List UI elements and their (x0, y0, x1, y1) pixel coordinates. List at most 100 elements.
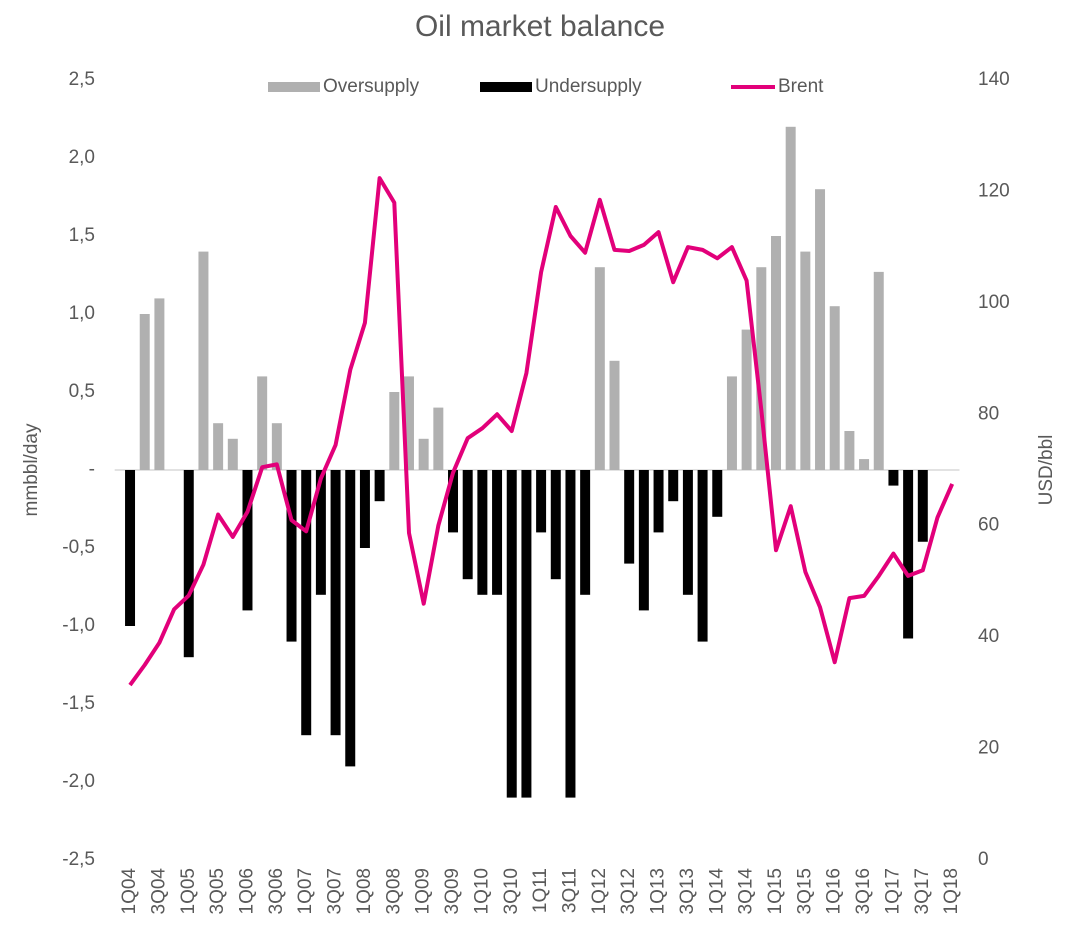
y-tick-label: 1,5 (69, 225, 95, 246)
x-tick-label: 1Q12 (589, 868, 610, 914)
y2-tick-label: 40 (978, 626, 999, 647)
bar (697, 470, 708, 642)
bar (741, 329, 752, 470)
bar (374, 470, 385, 502)
x-tick-label: 1Q17 (882, 868, 903, 914)
bar (873, 271, 884, 470)
bar (521, 470, 532, 798)
bar (301, 470, 312, 736)
bar (403, 376, 414, 470)
y2-axis-label: USD/bbl (1036, 435, 1057, 506)
bar (888, 470, 899, 486)
bar (785, 126, 796, 471)
legend-label: Oversupply (323, 76, 420, 97)
y2-tick-label: 0 (978, 849, 989, 870)
bar (183, 470, 194, 658)
bar (213, 423, 224, 470)
bar (506, 470, 517, 798)
y-tick-label: -2,0 (62, 771, 95, 792)
y2-tick-label: 20 (978, 738, 999, 759)
x-tick-label: 3Q05 (207, 868, 228, 914)
y-tick-label: -1,5 (62, 693, 95, 714)
bar (682, 470, 693, 595)
x-tick-label: 1Q11 (530, 868, 551, 913)
x-tick-label: 3Q15 (794, 868, 815, 914)
bar (859, 459, 870, 470)
bar (770, 236, 781, 470)
x-tick-label: 3Q12 (618, 868, 639, 914)
bar (125, 470, 136, 626)
x-tick-label: 1Q14 (706, 868, 727, 915)
bar (242, 470, 253, 611)
y-tick-label: 0,5 (69, 381, 95, 402)
bar (227, 438, 238, 470)
x-tick-label: 3Q07 (325, 868, 346, 914)
y2-tick-label: 60 (978, 515, 999, 536)
y2-tick-label: 100 (978, 292, 1010, 313)
chart-title: Oil market balance (415, 10, 665, 43)
bar (580, 470, 591, 595)
bar (917, 470, 928, 542)
bar (448, 470, 459, 533)
x-tick-label: 3Q17 (912, 868, 933, 914)
x-tick-label: 3Q04 (148, 868, 169, 915)
bar (271, 423, 282, 470)
line (128, 176, 955, 687)
x-tick-label: 1Q16 (824, 868, 845, 914)
bar (198, 251, 209, 470)
bar (433, 407, 444, 470)
bar (565, 470, 576, 798)
bar (315, 470, 326, 595)
y-tick-label: - (89, 459, 95, 480)
x-tick-label: 3Q16 (853, 868, 874, 914)
y-tick-label: -1,0 (62, 615, 95, 636)
y-tick-label: 2,0 (69, 147, 95, 168)
bar (389, 392, 400, 470)
bar (815, 189, 826, 470)
y-tick-label: 2,5 (69, 69, 95, 90)
x-tick-label: 3Q11 (559, 868, 580, 913)
legend-swatch (268, 82, 320, 92)
bar (139, 314, 150, 470)
bar (726, 376, 737, 470)
legend-label: Brent (778, 76, 824, 97)
bar (756, 267, 767, 470)
y-axis-label: mmbbl/day (21, 423, 42, 516)
bar (829, 306, 840, 470)
bar (624, 470, 635, 564)
x-tick-label: 3Q10 (501, 868, 522, 914)
y-tick-label: -0,5 (62, 537, 95, 558)
x-tick-label: 3Q14 (736, 868, 757, 915)
x-tick-label: 3Q09 (442, 868, 463, 914)
x-tick-label: 3Q06 (266, 868, 287, 914)
legend-label: Undersupply (535, 76, 642, 97)
bar (359, 470, 370, 548)
bar (257, 376, 268, 470)
x-tick-label: 1Q18 (941, 868, 962, 914)
bar (492, 470, 503, 595)
x-tick-label: 1Q06 (237, 868, 258, 914)
y2-tick-label: 120 (978, 180, 1010, 201)
legend-swatch (480, 82, 532, 92)
bar (550, 470, 561, 580)
bar (638, 470, 649, 611)
y-tick-label: 1,0 (69, 303, 95, 324)
y-tick-label: -2,5 (62, 849, 95, 870)
bar (653, 470, 664, 533)
bar (286, 470, 297, 642)
bar (536, 470, 547, 533)
bar (712, 470, 723, 517)
y2-tick-label: 80 (978, 403, 999, 424)
x-tick-label: 3Q13 (677, 868, 698, 914)
bar (668, 470, 679, 502)
x-tick-label: 1Q09 (413, 868, 434, 914)
x-tick-label: 1Q13 (648, 868, 669, 914)
x-tick-label: 1Q08 (354, 868, 375, 914)
bar (418, 438, 429, 470)
bar (330, 470, 341, 736)
x-tick-label: 1Q05 (178, 868, 199, 914)
bar (800, 251, 811, 470)
x-tick-label: 1Q15 (765, 868, 786, 914)
bar (609, 360, 620, 470)
